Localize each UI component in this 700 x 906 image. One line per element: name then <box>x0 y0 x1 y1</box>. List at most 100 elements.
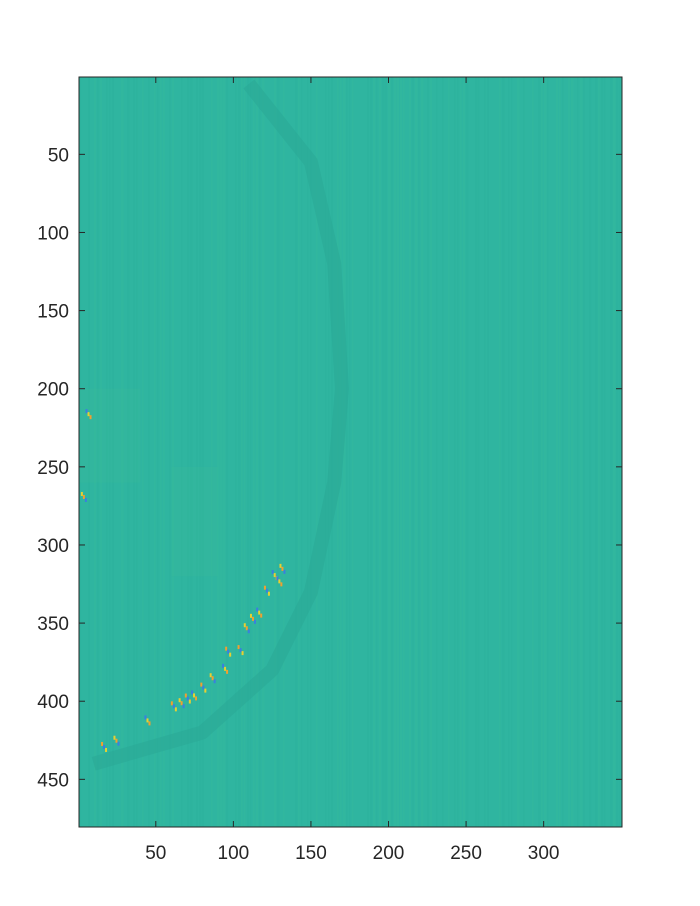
heatmap-stripe <box>349 77 351 827</box>
heatmap-stripe <box>487 77 489 827</box>
heatmap-speckle <box>265 588 268 593</box>
heatmap-stripe <box>142 77 144 827</box>
heatmap-light-band <box>79 388 141 483</box>
x-tick-label: 200 <box>373 843 405 864</box>
heatmap-speckle <box>180 701 183 706</box>
heatmap-stripe <box>109 77 111 827</box>
heatmap-stripe <box>436 77 438 827</box>
heatmap-stripe <box>400 77 403 827</box>
y-tick-label: 350 <box>37 614 69 635</box>
heatmap-speckle <box>278 579 281 584</box>
heatmap-speckle <box>222 663 225 668</box>
heatmap-speckle <box>174 707 177 712</box>
heatmap-stripe <box>106 77 108 827</box>
heatmap-stripe <box>610 77 613 827</box>
heatmap-stripe <box>604 77 606 827</box>
heatmap-stripe <box>97 77 99 827</box>
heatmap-stripe <box>571 77 574 827</box>
heatmap-stripe <box>517 77 520 827</box>
heatmap-stripe <box>388 77 391 827</box>
heatmap-speckle <box>202 685 205 690</box>
heatmap-speckle <box>241 651 244 656</box>
heatmap-stripe <box>181 77 183 827</box>
y-tick-label: 400 <box>37 692 69 713</box>
heatmap-speckle <box>117 741 120 746</box>
heatmap-light-bands <box>79 388 218 577</box>
heatmap-speckle <box>260 613 263 618</box>
heatmap-stripe <box>601 77 604 827</box>
heatmap-speckle <box>209 673 212 678</box>
heatmap-speckle <box>226 669 229 674</box>
heatmap-speckle <box>148 721 151 726</box>
heatmap-stripe <box>370 77 373 827</box>
heatmap-speckle <box>184 693 187 698</box>
heatmap-stripe <box>454 77 456 827</box>
heatmap-stripe <box>79 77 82 827</box>
heatmap-stripe <box>547 77 549 827</box>
heatmap-light-band <box>171 466 218 577</box>
heatmap-stripe <box>217 77 220 827</box>
heatmap-speckle <box>251 616 254 621</box>
heatmap-speckle <box>195 696 198 701</box>
heatmap-stripe <box>475 77 478 827</box>
heatmap-stripe <box>301 77 303 827</box>
heatmap-speckle <box>84 497 87 502</box>
heatmap-stripe <box>502 77 505 827</box>
heatmap-speckle <box>281 566 284 571</box>
heatmap-edge-speckles <box>80 409 286 752</box>
heatmap-stripe <box>379 77 382 827</box>
heatmap-speckle <box>172 704 175 709</box>
heatmap-stripe <box>391 77 393 827</box>
heatmap-speckle <box>273 573 276 578</box>
heatmap-stripe <box>397 77 400 827</box>
heatmap-stripe <box>484 77 486 827</box>
heatmap-stripe <box>343 77 346 827</box>
y-tick-label: 150 <box>37 302 69 323</box>
heatmap-speckle <box>204 688 207 693</box>
heatmap-stripe <box>247 77 250 827</box>
heatmap-speckle <box>193 693 196 698</box>
heatmap-stripe <box>442 77 444 827</box>
heatmap-speckle <box>249 613 252 618</box>
heatmap-stripe <box>157 77 159 827</box>
heatmap-stripe <box>367 77 369 827</box>
heatmap-stripe <box>409 77 412 827</box>
heatmap-background <box>79 77 622 827</box>
x-tick-label: 100 <box>218 843 250 864</box>
heatmap-speckle <box>247 629 250 634</box>
heatmap-stripe <box>385 77 387 827</box>
heatmap-speckle <box>170 701 173 706</box>
heatmap-stripe <box>544 77 547 827</box>
heatmap-speckle <box>213 679 216 684</box>
heatmap-stripe <box>307 77 309 827</box>
heatmap-speckle <box>191 690 194 695</box>
heatmap-stripe <box>250 77 252 827</box>
heatmap-speckle <box>276 576 279 581</box>
plot-area <box>79 77 622 827</box>
heatmap-speckle <box>229 652 232 657</box>
heatmap-stripe <box>328 77 330 827</box>
heatmap-stripe <box>298 77 300 827</box>
heatmap-stripe <box>508 77 510 827</box>
heatmap-stripe <box>295 77 298 827</box>
heatmap-speckle <box>211 676 214 681</box>
heatmap-speckle <box>89 415 92 420</box>
heatmap-speckle <box>87 412 90 417</box>
axes-box <box>78 76 623 828</box>
heatmap-stripe <box>148 77 150 827</box>
heatmap-stripe <box>598 77 600 827</box>
heatmap-speckle <box>258 610 261 615</box>
heatmap-speckle <box>224 666 227 671</box>
heatmap-speckle <box>263 585 266 590</box>
heatmap-stripe <box>466 77 469 827</box>
heatmap-stripe <box>541 77 543 827</box>
heatmap-speckle <box>267 591 270 596</box>
x-tick-label: 250 <box>450 843 482 864</box>
heatmap-stripe <box>196 77 198 827</box>
heatmap-stripe <box>241 77 243 827</box>
heatmap-stripe <box>94 77 97 827</box>
heatmap-stripe <box>382 77 385 827</box>
heatmap-stripe <box>463 77 466 827</box>
heatmap-stripe <box>310 77 312 827</box>
heatmap-vertical-stripes <box>79 77 621 827</box>
